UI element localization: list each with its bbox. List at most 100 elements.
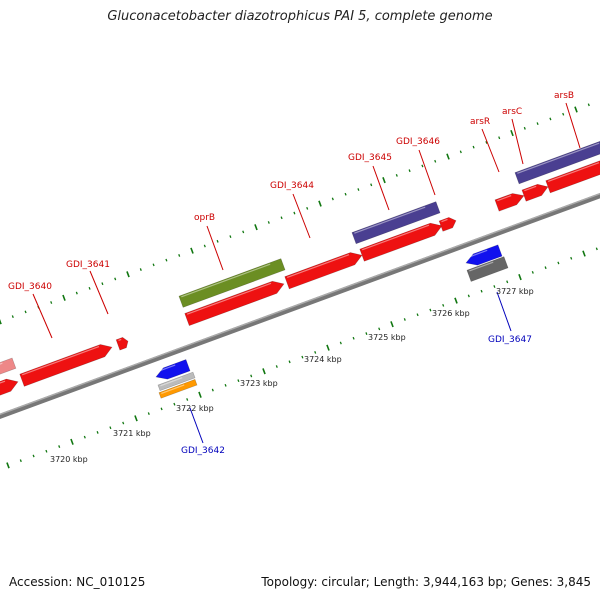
kbp-label-3724: 3724 kbp <box>304 355 342 364</box>
cds-arsb[interactable] <box>545 157 600 194</box>
cds-arsc[interactable] <box>521 181 550 202</box>
gene-label-gdi3641[interactable]: GDI_3641 <box>66 260 110 270</box>
minor-tick <box>152 263 155 267</box>
minor-tick <box>216 239 219 243</box>
genome-backbone-highlight <box>0 192 600 416</box>
gene-label-arsr[interactable]: arsR <box>470 117 490 127</box>
minor-tick <box>339 341 342 345</box>
kbp-label-3720: 3720 kbp <box>50 455 88 464</box>
minor-tick <box>467 294 470 298</box>
callout-oprb <box>206 225 224 271</box>
major-tick <box>190 247 194 254</box>
minor-tick <box>472 145 475 149</box>
minor-tick <box>45 449 48 453</box>
gene-label-gdi3640[interactable]: GDI_3640 <box>8 282 52 292</box>
minor-tick <box>370 183 373 187</box>
cds-gdi3642[interactable] <box>154 359 191 383</box>
major-tick <box>6 462 10 469</box>
cds-gdi3640[interactable] <box>19 341 114 387</box>
minor-tick <box>587 103 590 107</box>
minor-tick <box>83 435 86 439</box>
minor-tick <box>395 174 398 177</box>
minor-tick <box>11 315 14 319</box>
minor-tick <box>32 454 35 458</box>
minor-tick <box>101 282 104 286</box>
cds-gdi3641-highlight <box>118 338 122 342</box>
minor-tick <box>242 230 245 234</box>
cog-purple-bar-2[interactable] <box>514 137 600 185</box>
cds-gdi3642-highlight <box>156 364 176 373</box>
gene-label-arsc[interactable]: arsC <box>502 107 522 117</box>
cds-gdi3639[interactable] <box>0 376 20 399</box>
cds-oprb-highlight <box>186 282 272 315</box>
cog-green-bar-highlight <box>181 263 271 298</box>
minor-tick <box>147 412 150 416</box>
minor-tick <box>506 280 509 284</box>
callout-gdi3646 <box>418 149 436 196</box>
gene-label-gdi3645[interactable]: GDI_3645 <box>348 153 392 163</box>
kbp-label-3727: 3727 kbp <box>496 287 534 296</box>
cds-gdi3641[interactable] <box>115 336 130 351</box>
cog-purple-bar-1-highlight <box>354 206 426 234</box>
callout-gdi3640 <box>32 293 53 339</box>
minor-tick <box>203 244 206 248</box>
cds-arsr-highlight <box>497 194 512 202</box>
minor-tick <box>352 336 355 340</box>
minor-tick <box>75 291 78 295</box>
minor-tick <box>224 383 227 387</box>
minor-tick <box>139 268 142 271</box>
major-tick <box>254 224 258 231</box>
cds-gdi3647-highlight <box>466 249 488 259</box>
minor-tick <box>416 313 419 317</box>
cog-orange-bar[interactable] <box>158 379 198 399</box>
callout-gdi3647 <box>496 291 512 332</box>
minor-tick <box>24 310 27 314</box>
minor-tick <box>96 431 99 434</box>
cog-pink-bar[interactable] <box>0 357 17 378</box>
minor-tick <box>50 301 53 304</box>
minor-tick <box>229 235 232 238</box>
minor-tick <box>434 159 437 163</box>
kbp-label-3721: 3721 kbp <box>113 429 151 438</box>
cog-purple-bar-1[interactable] <box>351 201 441 245</box>
accession-text: Accession: NC_010125 <box>9 575 146 589</box>
cog-gray-bar[interactable] <box>466 256 509 282</box>
minor-tick <box>485 141 488 144</box>
minor-tick <box>160 407 163 411</box>
major-tick <box>198 391 202 398</box>
cds-gdi3645[interactable] <box>359 220 444 262</box>
cog-lightgray-bar-highlight <box>160 377 183 387</box>
major-tick <box>582 250 586 257</box>
gene-label-oprb[interactable]: oprB <box>194 213 215 223</box>
major-tick <box>0 319 2 325</box>
cds-gdi3646[interactable] <box>438 215 458 232</box>
cds-oprb[interactable] <box>184 278 286 327</box>
minor-tick <box>493 285 496 288</box>
minor-tick <box>544 266 547 270</box>
gene-label-gdi3642[interactable]: GDI_3642 <box>181 446 225 456</box>
minor-tick <box>331 197 334 201</box>
minor-tick <box>165 258 168 262</box>
minor-tick <box>19 459 22 463</box>
minor-tick <box>408 169 411 173</box>
cds-arsr[interactable] <box>494 190 526 212</box>
cds-gdi3647[interactable] <box>464 244 503 269</box>
callout-gdi3641 <box>89 270 109 315</box>
cog-gray-bar-highlight <box>469 261 494 272</box>
minor-tick <box>178 254 181 257</box>
gene-label-gdi3646[interactable]: GDI_3646 <box>396 137 440 147</box>
major-tick <box>262 368 266 375</box>
gene-label-gdi3647[interactable]: GDI_3647 <box>488 335 532 345</box>
cog-lightgray-bar[interactable] <box>157 371 196 392</box>
cog-green-bar[interactable] <box>178 258 286 308</box>
major-tick <box>326 344 330 351</box>
gene-label-gdi3644[interactable]: GDI_3644 <box>270 181 314 191</box>
minor-tick <box>523 126 526 130</box>
cds-gdi3644[interactable] <box>284 249 364 290</box>
gene-label-arsb[interactable]: arsB <box>554 91 574 101</box>
callout-gdi3644 <box>292 193 311 239</box>
minor-tick <box>288 360 291 364</box>
minor-tick <box>186 398 189 401</box>
minor-tick <box>480 289 483 293</box>
major-tick <box>518 274 522 281</box>
